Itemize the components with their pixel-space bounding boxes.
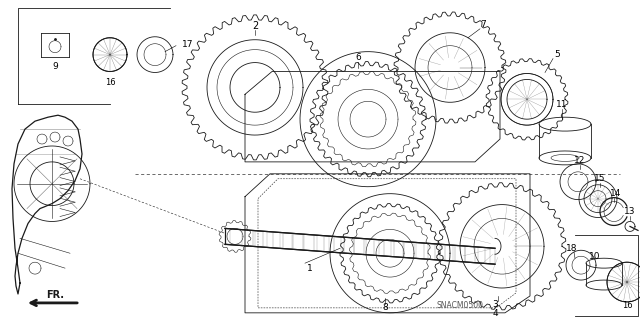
Text: 16: 16 (105, 78, 115, 87)
Text: 15: 15 (595, 174, 605, 183)
Text: 17: 17 (182, 40, 194, 49)
Text: 18: 18 (566, 244, 578, 253)
Text: 13: 13 (624, 207, 636, 216)
Text: 10: 10 (589, 252, 601, 261)
Text: 5: 5 (554, 50, 560, 59)
Text: 9: 9 (52, 62, 58, 71)
Text: 12: 12 (574, 156, 586, 165)
Text: 2: 2 (252, 21, 258, 31)
Text: 7: 7 (480, 20, 486, 29)
Text: 11: 11 (556, 100, 568, 109)
Text: FR.: FR. (46, 290, 64, 300)
Text: 16: 16 (621, 301, 632, 310)
Text: 4: 4 (492, 309, 498, 318)
Text: 6: 6 (355, 53, 361, 62)
Text: 3: 3 (492, 300, 498, 309)
Text: 1: 1 (307, 263, 313, 273)
Text: 14: 14 (611, 189, 621, 198)
Text: 8: 8 (382, 303, 388, 312)
Text: SNACM0500: SNACM0500 (436, 301, 483, 310)
